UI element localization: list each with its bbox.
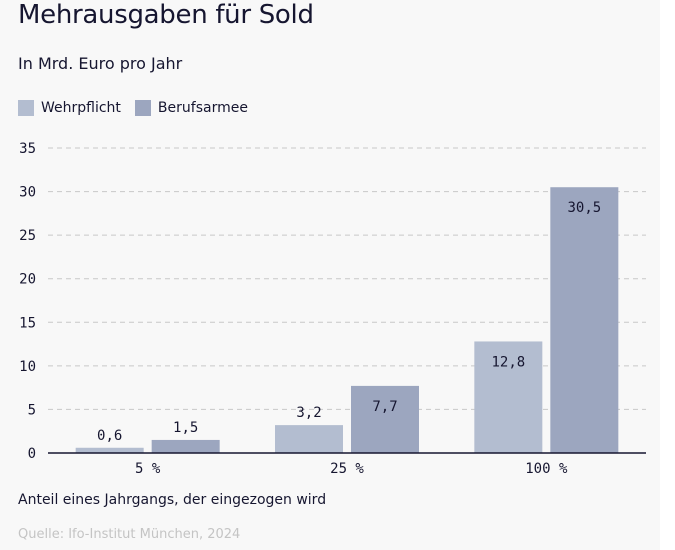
y-tick-label: 25 [19,228,36,244]
legend-item-wehrpflicht: Wehrpflicht [18,100,121,116]
legend-label-wehrpflicht: Wehrpflicht [41,100,121,116]
y-tick-label: 10 [19,359,36,375]
data-label: 12,8 [491,354,525,370]
chart-title: Mehrausgaben für Sold [18,0,314,30]
x-axis-label: Anteil eines Jahrgangs, der eingezogen w… [18,492,327,508]
legend-label-berufsarmee: Berufsarmee [157,100,248,116]
data-label: 30,5 [567,200,601,216]
legend-item-berufsarmee: Berufsarmee [134,100,248,116]
y-tick-label: 30 [19,185,36,201]
bar-wehrpflicht [75,447,144,453]
data-label: 0,6 [97,428,122,444]
bar-berufsarmee [351,385,419,453]
source-note: Quelle: Ifo-Institut München, 2024 [18,527,241,542]
chart-subtitle: In Mrd. Euro pro Jahr [18,54,183,73]
y-tick-label: 35 [19,141,36,157]
x-tick-label: 5 % [135,461,161,477]
data-label: 3,2 [296,405,321,421]
data-label: 7,7 [372,399,397,415]
y-tick-label: 15 [19,315,36,331]
bar-wehrpflicht [474,341,543,453]
x-tick-label: 25 % [330,461,364,477]
legend-swatch-wehrpflicht [18,100,34,116]
chart-panel [0,0,660,550]
y-tick-label: 20 [19,272,36,288]
legend: Wehrpflicht Berufsarmee [18,100,262,116]
bar-wehrpflicht [275,425,343,453]
bar-berufsarmee [550,187,619,453]
y-tick-label: 0 [28,446,36,462]
y-tick-label: 5 [28,402,36,418]
legend-swatch-berufsarmee [134,100,151,116]
bar-berufsarmee [151,439,220,453]
data-label: 1,5 [173,420,198,436]
x-tick-label: 100 % [525,461,568,477]
